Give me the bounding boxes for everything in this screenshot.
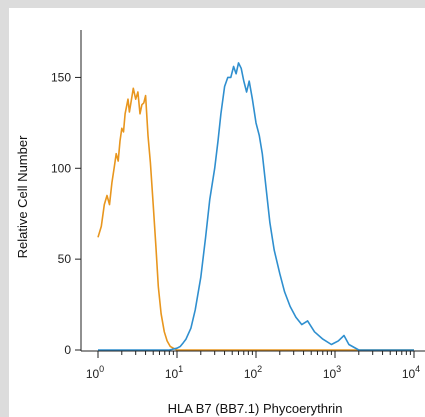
x-tick-label-1: 101 bbox=[165, 364, 183, 381]
y-tick-label-0: 0 bbox=[64, 343, 71, 357]
y-tick-label-50: 50 bbox=[58, 252, 72, 266]
x-tick-label-0: 100 bbox=[86, 364, 104, 381]
y-tick-label-150: 150 bbox=[51, 70, 71, 84]
y-tick-label-100: 100 bbox=[51, 161, 71, 175]
x-tick-label-2: 102 bbox=[244, 364, 262, 381]
x-axis-title: HLA B7 (BB7.1) Phycoerythrin bbox=[168, 401, 343, 416]
series-line-1 bbox=[98, 62, 414, 351]
y-axis-title: Relative Cell Number bbox=[15, 135, 30, 258]
x-tick-label-3: 103 bbox=[323, 364, 341, 381]
series-line-0 bbox=[97, 87, 414, 351]
axes-layer bbox=[80, 30, 425, 352]
series-layer bbox=[97, 62, 414, 351]
x-tick-label-4: 104 bbox=[402, 364, 420, 381]
ticks-layer: 0 50 100 150 100 101 102 103 104 bbox=[51, 70, 420, 381]
